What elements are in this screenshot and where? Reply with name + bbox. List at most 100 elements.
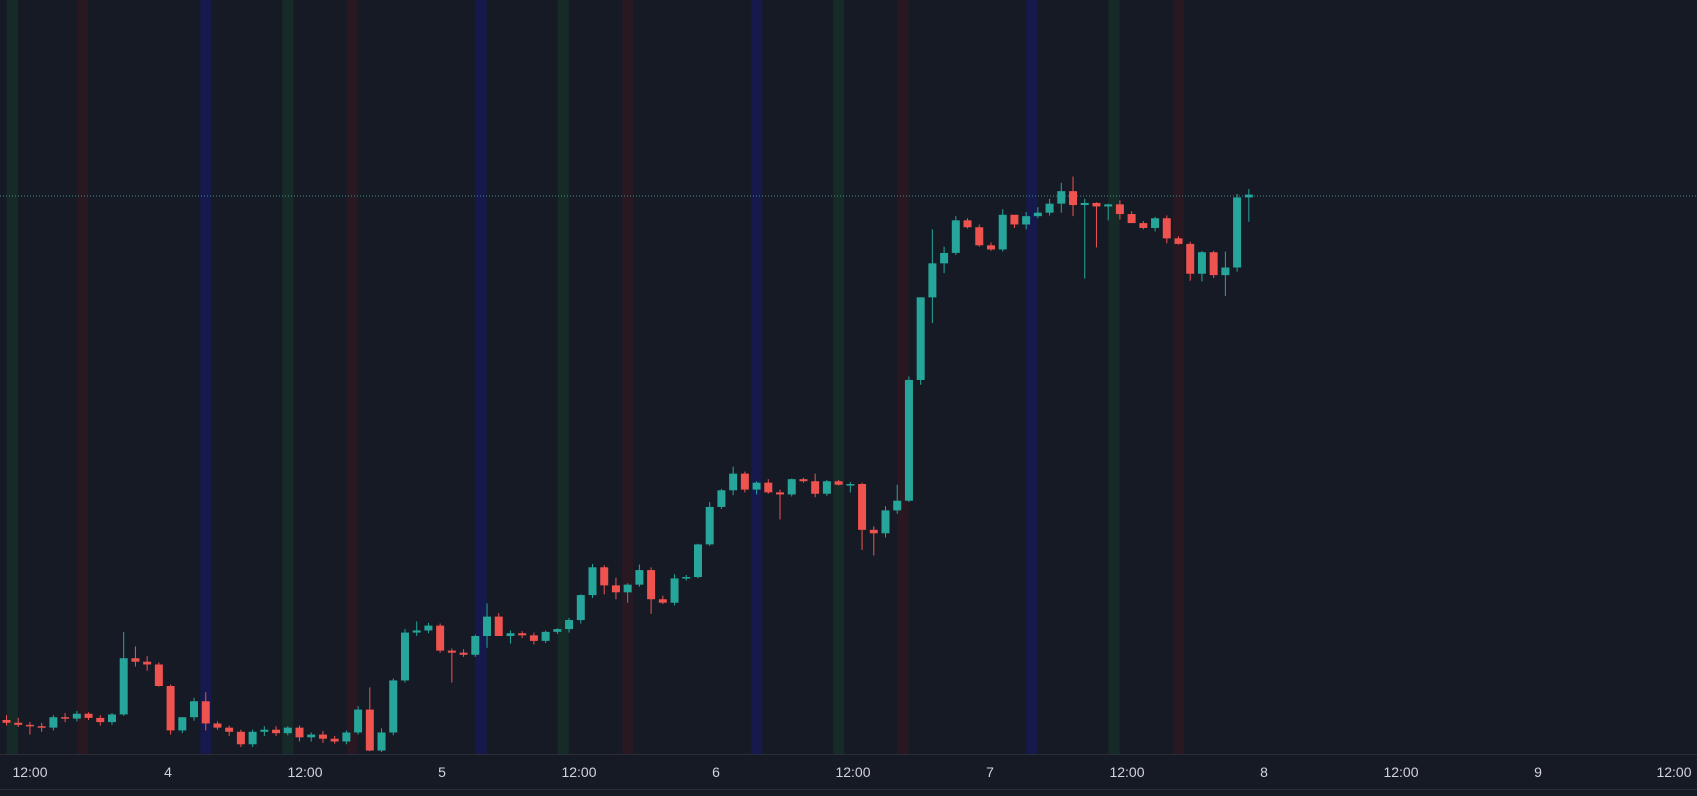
- session-band-1: [77, 0, 89, 754]
- candle-54: [635, 564, 644, 587]
- candle-64: [752, 481, 761, 495]
- candle-41: [483, 603, 492, 648]
- candle-body: [611, 585, 620, 593]
- candle-23: [272, 726, 281, 736]
- candle-71: [834, 479, 843, 486]
- candle-body: [471, 636, 480, 655]
- candle-body: [1197, 252, 1206, 274]
- candle-body: [107, 714, 116, 723]
- candle-57: [670, 574, 679, 606]
- candle-72: [846, 481, 855, 493]
- candle-8: [96, 715, 105, 726]
- candle-body: [72, 713, 81, 719]
- candle-70: [822, 479, 831, 496]
- candle-100: [1174, 236, 1183, 245]
- candle-body: [776, 492, 785, 495]
- session-band-6: [557, 0, 569, 754]
- candle-38: [447, 648, 456, 683]
- candle-body: [975, 227, 984, 246]
- candle-46: [541, 630, 550, 643]
- candle-7: [84, 712, 93, 720]
- candle-body: [635, 570, 644, 585]
- candle-body: [354, 709, 363, 733]
- candle-body: [213, 723, 222, 728]
- candle-body: [869, 529, 878, 534]
- candle-body: [529, 635, 538, 641]
- candle-body: [998, 214, 1007, 250]
- candle-body: [752, 482, 761, 490]
- candle-body: [799, 479, 808, 482]
- candle-89: [1045, 198, 1054, 216]
- candle-55: [647, 567, 656, 614]
- candle-86: [1010, 214, 1019, 228]
- session-bands: [6, 0, 1184, 754]
- candle-88: [1033, 207, 1042, 219]
- session-band-2: [200, 0, 212, 754]
- candle-22: [260, 726, 269, 736]
- candle-body: [963, 220, 972, 228]
- candle-98: [1151, 216, 1160, 232]
- candle-body: [248, 731, 257, 745]
- session-band-3: [282, 0, 294, 754]
- candle-3: [37, 722, 46, 732]
- candle-body: [717, 490, 726, 507]
- candle-81: [951, 216, 960, 256]
- candle-6: [72, 710, 81, 722]
- candle-32: [377, 728, 386, 752]
- candle-body: [588, 567, 597, 596]
- candle-47: [553, 628, 562, 634]
- candle-body: [447, 650, 456, 653]
- session-band-8: [751, 0, 763, 754]
- candle-20: [236, 729, 245, 748]
- candle-body: [928, 263, 937, 298]
- time-tick-label: 5: [438, 764, 446, 780]
- candle-77: [904, 376, 913, 503]
- candle-body: [377, 732, 386, 751]
- candle-body: [295, 727, 304, 738]
- candle-74: [869, 526, 878, 556]
- candle-body: [96, 717, 105, 723]
- candle-body: [916, 297, 925, 380]
- candle-87: [1022, 211, 1031, 230]
- candle-body: [834, 481, 843, 485]
- time-tick-label: 6: [712, 764, 720, 780]
- candle-67: [787, 478, 796, 497]
- candle-body: [412, 630, 421, 633]
- candle-body: [494, 616, 503, 637]
- session-band-4: [346, 0, 358, 754]
- candle-body: [787, 479, 796, 495]
- time-tick-label: 12:00: [835, 764, 870, 780]
- candle-35: [412, 621, 421, 637]
- candle-42: [494, 613, 503, 637]
- candle-body: [318, 734, 327, 739]
- candle-body: [225, 727, 234, 732]
- candle-body: [84, 713, 93, 718]
- time-tick-label: 12:00: [287, 764, 322, 780]
- candle-97: [1139, 221, 1148, 230]
- candle-52: [611, 577, 620, 600]
- candle-body: [61, 717, 70, 719]
- candle-50: [588, 563, 597, 598]
- candle-83: [975, 224, 984, 247]
- candle-69: [811, 473, 820, 498]
- time-tick-label: 12:00: [1383, 764, 1418, 780]
- candle-body: [1151, 218, 1160, 228]
- time-tick-label: 12:00: [1656, 764, 1691, 780]
- session-band-10: [897, 0, 909, 754]
- session-band-9: [833, 0, 845, 754]
- candle-body: [858, 484, 867, 530]
- candle-25: [295, 725, 304, 742]
- time-tick-label: 12:00: [12, 764, 47, 780]
- candle-body: [623, 584, 632, 593]
- candle-58: [682, 574, 691, 581]
- candle-body: [119, 658, 128, 715]
- candle-body: [1221, 267, 1230, 276]
- candle-45: [529, 632, 538, 645]
- candle-90: [1057, 182, 1066, 213]
- candle-33: [389, 678, 398, 736]
- candle-body: [951, 220, 960, 253]
- candle-79: [928, 229, 937, 324]
- candle-106: [1244, 189, 1253, 222]
- candle-91: [1069, 176, 1078, 217]
